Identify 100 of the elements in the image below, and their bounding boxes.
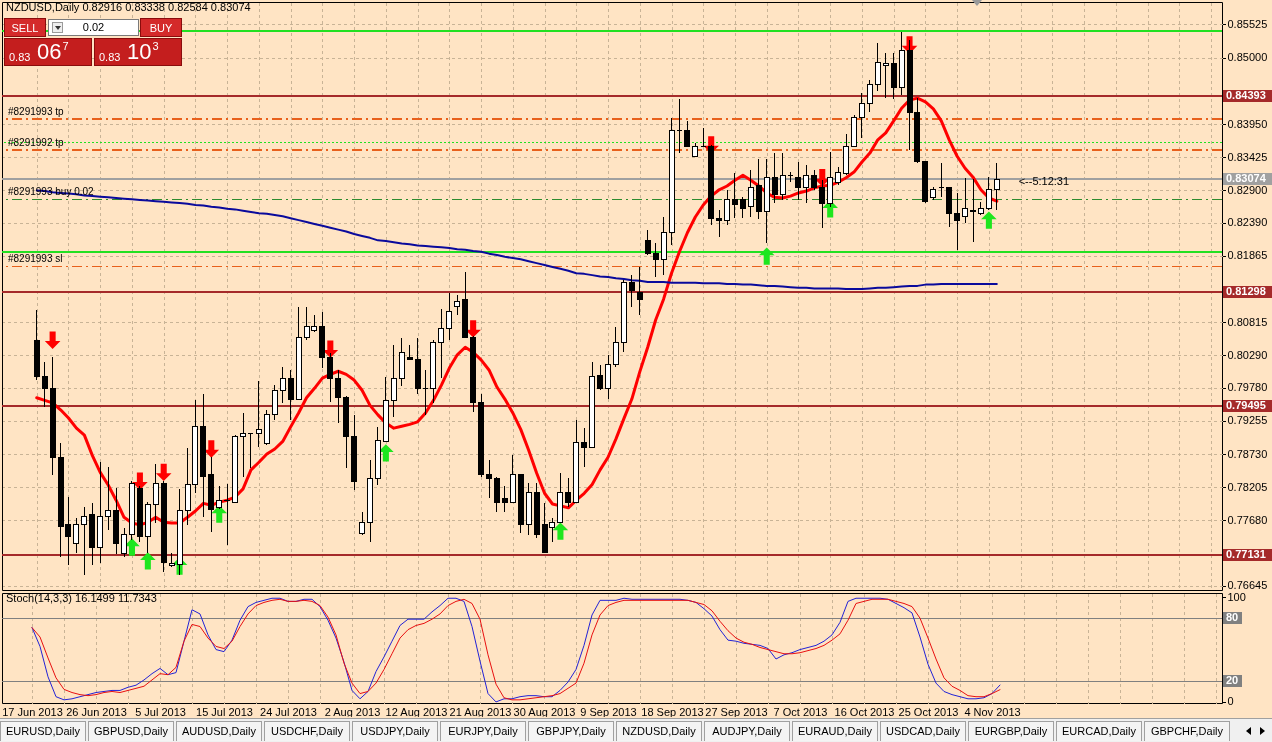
candlestick xyxy=(240,412,247,478)
text: EURCAD,Daily xyxy=(1056,721,1142,741)
candlestick xyxy=(731,172,738,219)
y-tick-label: 0.80815 xyxy=(1227,315,1268,328)
text: 0.83 xyxy=(9,51,31,63)
candlestick xyxy=(819,179,826,229)
annotation: <--5:12:31 xyxy=(1018,175,1070,188)
candlestick xyxy=(335,369,342,424)
y-tick-label: 0.81865 xyxy=(1227,249,1268,262)
y-tick-label: 0.80290 xyxy=(1227,348,1268,361)
candlestick xyxy=(993,162,1000,211)
text: USDCAD,Daily xyxy=(880,721,966,741)
candlestick xyxy=(970,178,977,243)
candlestick xyxy=(724,189,731,226)
candlestick xyxy=(874,42,881,92)
candlestick xyxy=(858,92,865,139)
x-tick-label: 27 Sep 2013 xyxy=(705,705,768,718)
y-tick-label: 100 xyxy=(1227,590,1246,603)
annotation: 10$^{3}$ xyxy=(127,39,159,65)
x-tick-label: 18 Sep 2013 xyxy=(641,705,704,718)
text: AUDUSD,Daily xyxy=(176,721,262,741)
point xyxy=(140,552,156,570)
candlestick xyxy=(224,483,231,546)
ref-line-label: #8291992 tp xyxy=(8,136,65,148)
chart-title: NZDUSD,Daily 0.82916 0.83338 0.82584 0.83074 xyxy=(6,1,251,13)
y-tick-label: 0.78730 xyxy=(1227,447,1268,460)
candlestick xyxy=(121,527,128,558)
text: USDCHF,Daily xyxy=(264,721,350,741)
x-tick-label: 24 Jul 2013 xyxy=(260,705,317,718)
candlestick xyxy=(390,344,397,418)
y-tick-label: 0.78205 xyxy=(1227,480,1268,493)
candlestick xyxy=(739,196,746,219)
x-tick-label: 4 Nov 2013 xyxy=(964,705,1021,718)
candlestick xyxy=(977,201,984,216)
y-tick-label: 0.77680 xyxy=(1227,513,1268,526)
x-tick-label: 17 Jun 2013 xyxy=(2,705,63,718)
annotation: 0.83 xyxy=(99,51,121,63)
text: USDJPY,Daily xyxy=(352,721,438,741)
text: EURUSD,Daily xyxy=(0,721,86,741)
point xyxy=(758,247,775,265)
text: EURGBP,Daily xyxy=(968,721,1054,741)
candlestick xyxy=(597,364,604,391)
x-tick-label: 30 Aug 2013 xyxy=(513,705,576,718)
ref-line-label: 0.83074 xyxy=(1226,172,1267,185)
annotation: 0.02 xyxy=(82,21,105,33)
text: EURJPY,Daily xyxy=(440,721,526,741)
text: NZDUSD,Daily xyxy=(616,721,702,741)
ref-line-label: 0.79495 xyxy=(1226,398,1266,411)
candlestick xyxy=(581,427,588,468)
annotation: BUY xyxy=(140,18,182,37)
text: EURAUD,Daily xyxy=(792,721,878,741)
text: GBPJPY,Daily xyxy=(528,721,614,741)
candlestick xyxy=(454,294,461,316)
candlestick xyxy=(612,326,619,368)
y-tick-label: 0.82390 xyxy=(1227,216,1268,229)
candlestick xyxy=(152,463,159,524)
y-tick-label: 0.76645 xyxy=(1227,579,1268,592)
candlestick xyxy=(255,380,262,448)
candlestick xyxy=(279,366,286,404)
candlestick xyxy=(486,459,493,499)
annotation: SELL xyxy=(4,18,46,37)
candlestick xyxy=(716,209,723,238)
y-tick-label: 0.83425 xyxy=(1227,150,1268,163)
x-tick-label: 12 Aug 2013 xyxy=(385,705,448,718)
candlestick xyxy=(835,166,842,186)
x-tick-label: 2 Aug 2013 xyxy=(324,705,381,718)
candlestick xyxy=(359,511,366,536)
candlestick xyxy=(866,79,873,113)
candlestick xyxy=(676,98,683,154)
candlestick xyxy=(216,485,223,510)
ref-line-label: 80 xyxy=(1226,611,1239,624)
y-tick-label: 0.85525 xyxy=(1227,17,1268,30)
candlestick xyxy=(105,466,112,531)
x-tick-label: 16 Oct 2013 xyxy=(834,705,895,718)
x-tick-label: 7 Oct 2013 xyxy=(773,705,828,718)
point xyxy=(44,331,61,349)
x-tick-label: 25 Oct 2013 xyxy=(898,705,959,718)
x-tick-label: 15 Jul 2013 xyxy=(196,705,253,718)
ref-line-label: #8291993 tp xyxy=(8,105,65,117)
ref-line-label: 0.81298 xyxy=(1226,284,1266,297)
point xyxy=(981,211,997,229)
candlestick xyxy=(501,485,508,513)
candlestick xyxy=(882,52,889,99)
ref-line-label: 0.84393 xyxy=(1226,89,1266,102)
annotation: 06$^{7}$ xyxy=(37,39,69,65)
text: AUDJPY,Daily xyxy=(704,721,790,741)
x-tick-label: 21 Aug 2013 xyxy=(449,705,512,718)
ref-line-label: #8291993 sl xyxy=(8,253,63,265)
candlestick xyxy=(636,266,643,316)
x-tick-label: 5 Jul 2013 xyxy=(135,705,186,718)
text: GBPUSD,Daily xyxy=(88,721,174,741)
chart-title: Stoch(14,3,3) 16.1499 11.7343 xyxy=(6,592,157,604)
candlestick xyxy=(747,169,754,218)
candlestick xyxy=(985,176,992,211)
point xyxy=(552,522,569,540)
ref-line-label: 20 xyxy=(1226,674,1239,686)
y-tick-label: 0.85000 xyxy=(1227,51,1268,64)
candlestick xyxy=(954,192,961,251)
candlestick xyxy=(628,274,635,308)
point xyxy=(155,463,172,482)
